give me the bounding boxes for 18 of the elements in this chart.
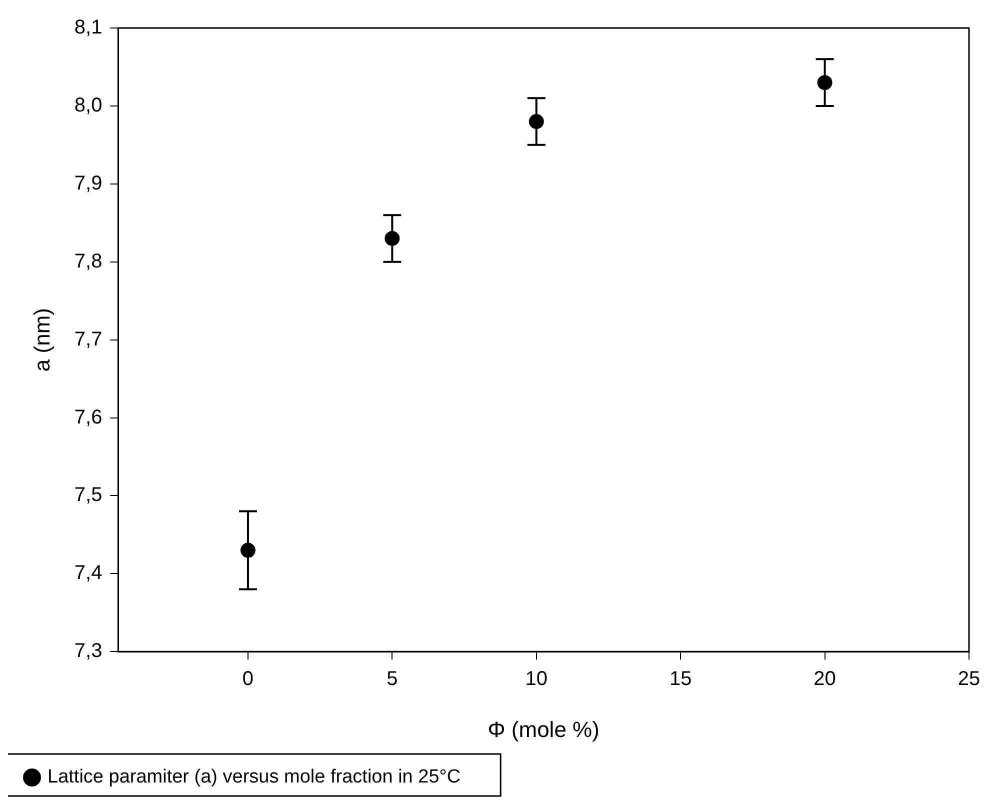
y-tick-label: 7,4 xyxy=(74,562,102,584)
y-tick-label: 8,0 xyxy=(74,94,102,116)
x-tick-label: 15 xyxy=(669,668,692,690)
y-tick-label: 7,3 xyxy=(74,640,102,662)
y-tick-label: 7,7 xyxy=(74,328,102,350)
y-tick-label: 7,8 xyxy=(74,250,102,272)
legend-label: Lattice paramiter (a) versus mole fraction in 25°C xyxy=(48,766,461,788)
y-tick-label: 7,9 xyxy=(74,172,102,194)
x-tick-label: 10 xyxy=(525,668,548,690)
x-axis-title: Φ (mole %) xyxy=(488,716,600,742)
y-axis-title: a (nm) xyxy=(29,308,54,372)
x-tick-label: 25 xyxy=(958,668,980,690)
x-tick-label: 20 xyxy=(814,668,836,690)
x-tick-label: 5 xyxy=(386,668,398,690)
y-tick-label: 7,5 xyxy=(74,484,102,506)
y-tick-label: 8,1 xyxy=(74,16,102,39)
x-tick-label: 0 xyxy=(242,668,254,690)
y-tick-label: 7,6 xyxy=(74,406,102,428)
